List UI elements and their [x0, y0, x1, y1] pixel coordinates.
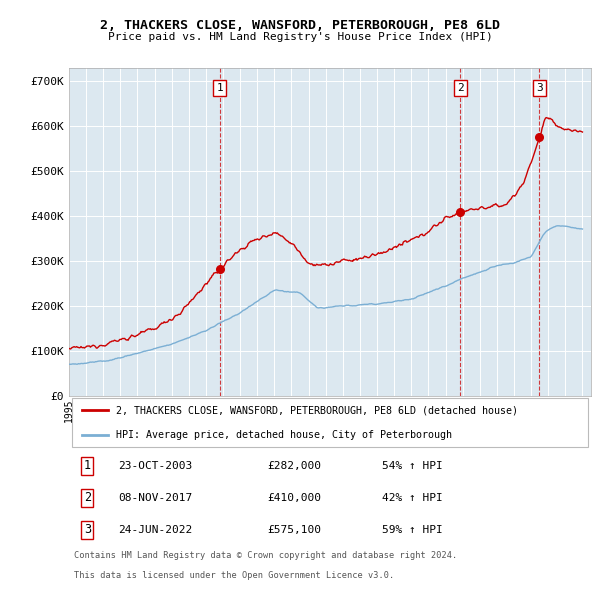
Text: 3: 3: [84, 523, 91, 536]
Text: £410,000: £410,000: [268, 493, 322, 503]
Text: 54% ↑ HPI: 54% ↑ HPI: [382, 461, 443, 471]
Text: 42% ↑ HPI: 42% ↑ HPI: [382, 493, 443, 503]
Text: 1: 1: [84, 459, 91, 472]
Text: 08-NOV-2017: 08-NOV-2017: [119, 493, 193, 503]
Text: £282,000: £282,000: [268, 461, 322, 471]
Text: Price paid vs. HM Land Registry's House Price Index (HPI): Price paid vs. HM Land Registry's House …: [107, 32, 493, 42]
FancyBboxPatch shape: [71, 398, 589, 447]
Text: 1: 1: [217, 83, 223, 93]
Text: 23-OCT-2003: 23-OCT-2003: [119, 461, 193, 471]
Text: This data is licensed under the Open Government Licence v3.0.: This data is licensed under the Open Gov…: [74, 571, 394, 580]
Text: 2: 2: [457, 83, 464, 93]
Text: £575,100: £575,100: [268, 525, 322, 535]
Text: 3: 3: [536, 83, 542, 93]
Text: 59% ↑ HPI: 59% ↑ HPI: [382, 525, 443, 535]
Text: HPI: Average price, detached house, City of Peterborough: HPI: Average price, detached house, City…: [116, 430, 452, 440]
Text: 24-JUN-2022: 24-JUN-2022: [119, 525, 193, 535]
Text: 2, THACKERS CLOSE, WANSFORD, PETERBOROUGH, PE8 6LD: 2, THACKERS CLOSE, WANSFORD, PETERBOROUG…: [100, 19, 500, 32]
Text: 2, THACKERS CLOSE, WANSFORD, PETERBOROUGH, PE8 6LD (detached house): 2, THACKERS CLOSE, WANSFORD, PETERBOROUG…: [116, 405, 518, 415]
Text: Contains HM Land Registry data © Crown copyright and database right 2024.: Contains HM Land Registry data © Crown c…: [74, 551, 457, 560]
Text: 2: 2: [84, 491, 91, 504]
